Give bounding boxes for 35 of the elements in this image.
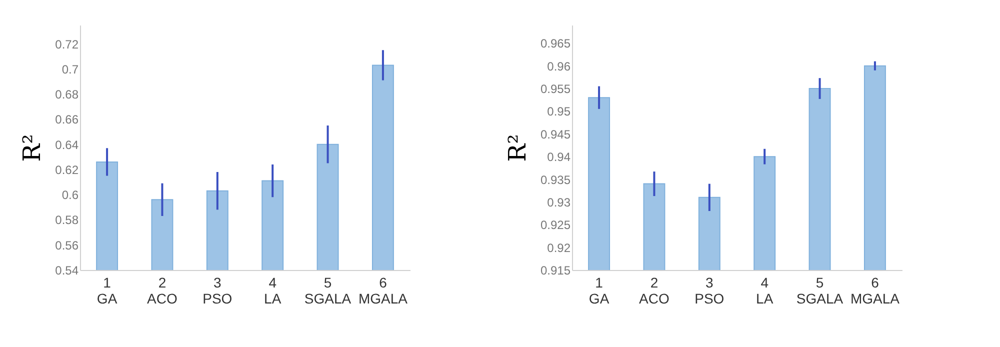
x-tick-label: 1 GA [588,274,610,306]
y-tick-label: 0.54 [55,264,79,278]
y-tick-label: 0.56 [55,238,79,252]
x-tick-label: 2 ACO [639,274,670,306]
y-tick-label: 0.93 [547,195,571,210]
y-tick-label: 0.95 [547,104,571,119]
y-tick-label: 0.925 [540,218,571,232]
x-tick-label: 5 SGALA [304,274,352,306]
y-tick-label: 0.66 [55,112,79,127]
y-axis-title: R² [503,134,532,162]
y-tick-label: 0.7 [62,62,79,76]
y-tick-label: 0.68 [55,88,79,102]
x-tick-label: 4 LA [756,274,774,306]
y-tick-label: 0.6 [62,188,79,202]
x-tick-label: 2 ACO [147,274,178,306]
y-axis-title: R² [18,134,46,162]
y-tick-label: 0.58 [55,213,79,228]
x-tick-label: 6 MGALA [850,274,900,306]
y-tick-label: 0.72 [55,37,79,52]
y-tick-label: 0.92 [547,240,571,255]
y-tick-label: 0.965 [540,36,571,51]
y-tick-label: 0.64 [55,138,79,152]
x-tick-label: 6 MGALA [358,274,408,306]
y-tick-label: 0.955 [540,82,571,96]
y-tick-label: 0.96 [547,59,571,74]
y-tick-label: 0.935 [540,172,571,187]
y-tick-label: 0.62 [55,162,79,177]
x-tick-label: 1 GA [96,274,118,306]
x-tick-label: 4 LA [264,274,282,306]
y-tick-label: 0.945 [540,127,571,142]
y-tick-label: 0.94 [547,150,571,164]
x-tick-label: 5 SGALA [796,274,844,306]
x-tick-label: 3 PSO [694,274,724,306]
y-tick-label: 0.915 [540,264,571,278]
x-tick-label: 3 PSO [202,274,232,306]
